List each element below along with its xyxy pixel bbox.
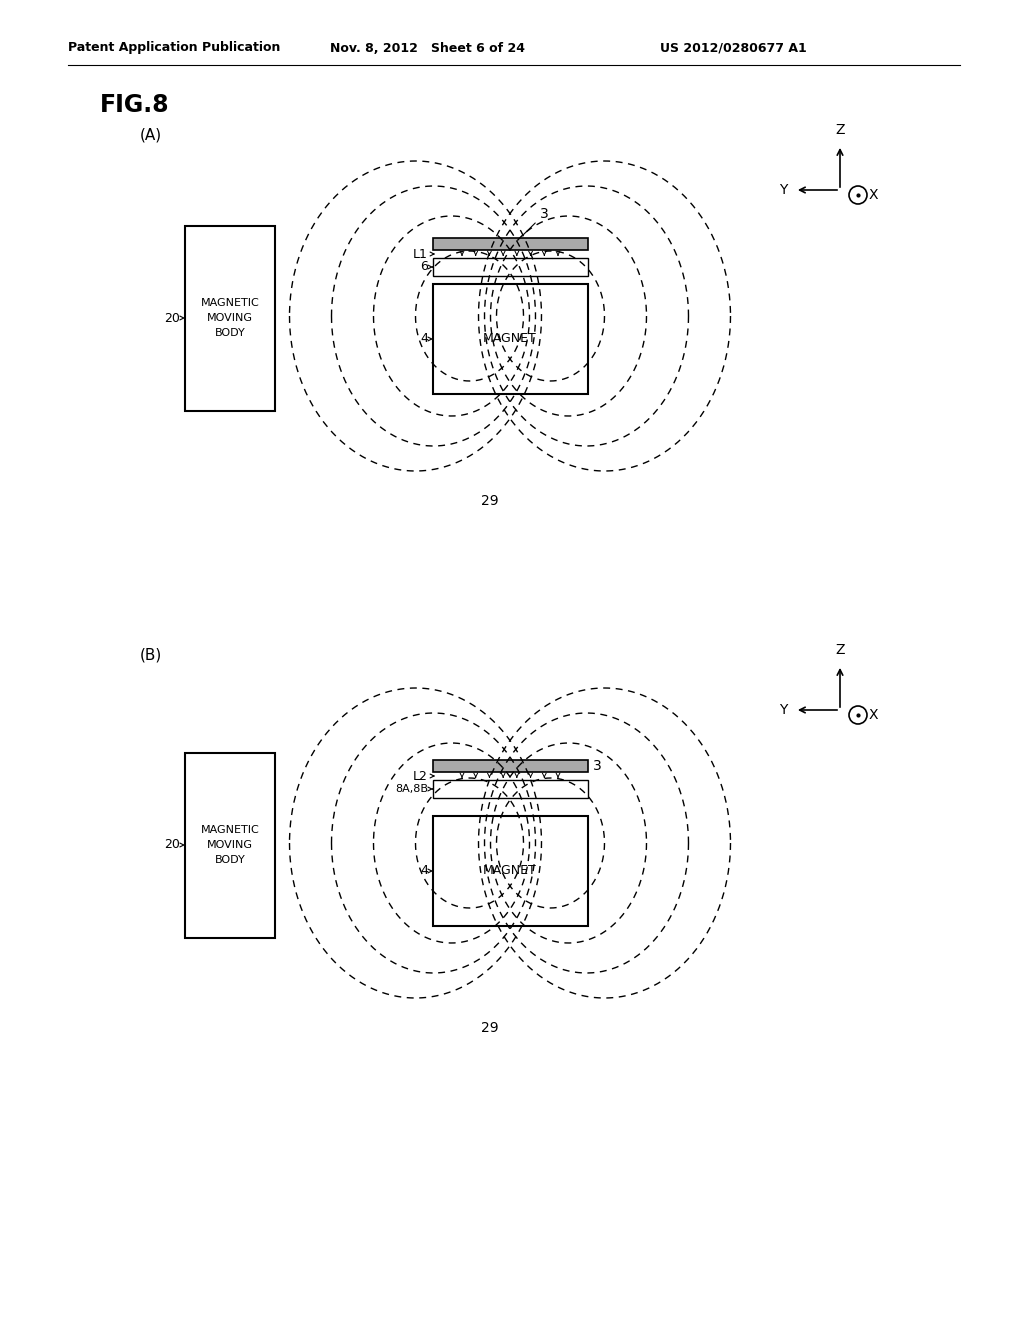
Text: 20: 20 — [164, 838, 180, 851]
Text: US 2012/0280677 A1: US 2012/0280677 A1 — [660, 41, 807, 54]
Text: Z: Z — [836, 123, 845, 137]
Text: 20: 20 — [164, 312, 180, 325]
Text: MAGNET: MAGNET — [483, 865, 537, 878]
Text: Nov. 8, 2012   Sheet 6 of 24: Nov. 8, 2012 Sheet 6 of 24 — [330, 41, 525, 54]
Text: MAGNETIC: MAGNETIC — [201, 298, 259, 308]
Bar — [433, 780, 588, 799]
Text: Patent Application Publication: Patent Application Publication — [68, 41, 281, 54]
Bar — [433, 284, 588, 393]
Bar — [185, 752, 275, 939]
Bar — [185, 226, 275, 411]
Text: X: X — [869, 187, 879, 202]
Text: 8A,8B: 8A,8B — [395, 784, 428, 795]
Text: BODY: BODY — [215, 855, 246, 865]
Bar — [433, 238, 588, 249]
Text: 4: 4 — [420, 865, 428, 878]
Text: 4: 4 — [420, 333, 428, 346]
Text: MAGNET: MAGNET — [483, 333, 537, 346]
Text: MOVING: MOVING — [207, 840, 253, 850]
Text: Z: Z — [836, 643, 845, 657]
Bar — [433, 257, 588, 276]
Text: BODY: BODY — [215, 327, 246, 338]
Text: 29: 29 — [481, 494, 499, 508]
Text: (A): (A) — [140, 128, 162, 143]
Text: 6: 6 — [420, 260, 428, 273]
Text: X: X — [869, 708, 879, 722]
Text: Y: Y — [778, 704, 787, 717]
Text: Y: Y — [778, 183, 787, 197]
Text: L1: L1 — [413, 248, 428, 260]
Text: MOVING: MOVING — [207, 313, 253, 323]
Text: 3: 3 — [593, 759, 602, 774]
Text: 3: 3 — [522, 207, 549, 236]
Bar — [433, 760, 588, 772]
Text: FIG.8: FIG.8 — [100, 92, 170, 117]
Text: (B): (B) — [140, 648, 162, 663]
Bar — [433, 816, 588, 927]
Text: 29: 29 — [481, 1020, 499, 1035]
Text: MAGNETIC: MAGNETIC — [201, 825, 259, 836]
Text: L2: L2 — [413, 770, 428, 783]
